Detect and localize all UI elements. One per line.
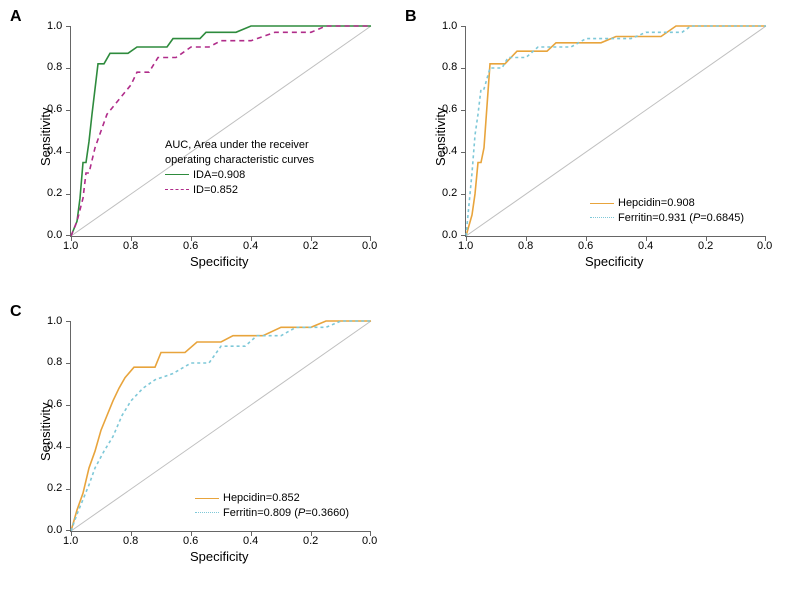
pvalue-rest: =0.3660) [305,507,349,519]
legend-row: Hepcidin=0.852 [195,491,349,506]
xtick: 0.8 [123,535,138,547]
annotation-a: AUC, Area under the receiver operating c… [165,138,375,197]
ytick: 0.0 [47,524,62,536]
pvalue-rest: =0.6845) [700,212,744,224]
xtick: 0.2 [303,240,318,252]
panel-letter-b: B [405,8,417,26]
ylabel-a: Sensitivity [38,107,53,166]
diagonal-line [71,26,371,236]
legend-swatch-hep [195,498,219,499]
legend-row: ID=0.852 [165,183,375,198]
panel-c: C 0.0 0.2 0.4 0.6 0.8 1.0 1.0 0.8 0.6 0.… [10,303,390,573]
xtick: 0.8 [518,240,533,252]
legend-row: Hepcidin=0.908 [590,196,744,211]
xtick: 0.6 [183,240,198,252]
ytick: 0.8 [47,356,62,368]
legend-row: IDA=0.908 [165,168,375,183]
xtick: 0.2 [303,535,318,547]
panel-a: A 0.0 0.2 0.4 0.6 0.8 1.0 1.0 0.8 0.6 0.… [10,8,390,278]
xlabel-a: Specificity [190,254,249,269]
xtick: 0.4 [638,240,653,252]
legend-label-id: ID=0.852 [193,184,238,196]
legend-swatch-id [165,189,189,190]
ytick: 0.8 [442,61,457,73]
annot-line1: AUC, Area under the receiver [165,138,375,153]
ytick: 1.0 [47,20,62,32]
annot-line2: operating characteristic curves [165,153,375,168]
ytick: 0.0 [442,229,457,241]
figure: A 0.0 0.2 0.4 0.6 0.8 1.0 1.0 0.8 0.6 0.… [0,0,794,592]
ytick: 0.2 [47,482,62,494]
legend-c: Hepcidin=0.852 Ferritin=0.809 (P=0.3660) [195,491,349,521]
plot-area-a: 0.0 0.2 0.4 0.6 0.8 1.0 1.0 0.8 0.6 0.4 … [70,26,371,237]
legend-label-hep: Hepcidin=0.852 [223,492,300,504]
panel-letter-c: C [10,303,22,321]
panel-letter-a: A [10,8,22,26]
legend-b: Hepcidin=0.908 Ferritin=0.931 (P=0.6845) [590,196,744,226]
legend-label-ida: IDA=0.908 [193,169,245,181]
xtick: 0.6 [578,240,593,252]
xtick: 0.0 [362,535,377,547]
plot-svg-a [71,26,371,236]
panel-b: B 0.0 0.2 0.4 0.6 0.8 1.0 1.0 0.8 0.6 0.… [405,8,785,278]
xtick: 0.4 [243,240,258,252]
xtick: 0.2 [698,240,713,252]
ylabel-b: Sensitivity [433,107,448,166]
ytick: 0.0 [47,229,62,241]
legend-swatch-fer [590,217,614,218]
legend-row: Ferritin=0.931 (P=0.6845) [590,211,744,226]
ytick: 0.8 [47,61,62,73]
xtick: 0.0 [757,240,772,252]
xtick: 0.4 [243,535,258,547]
xtick: 1.0 [458,240,473,252]
xtick: 0.6 [183,535,198,547]
ytick: 1.0 [47,315,62,327]
legend-label-fer: Ferritin=0.931 ( [618,212,693,224]
legend-label-hep: Hepcidin=0.908 [618,197,695,209]
legend-label-fer: Ferritin=0.809 ( [223,507,298,519]
xlabel-c: Specificity [190,549,249,564]
xtick: 1.0 [63,240,78,252]
xtick: 0.0 [362,240,377,252]
legend-swatch-hep [590,203,614,204]
ytick: 1.0 [442,20,457,32]
xlabel-b: Specificity [585,254,644,269]
ytick: 0.2 [442,187,457,199]
legend-swatch-ida [165,174,189,175]
legend-swatch-fer [195,512,219,513]
ytick: 0.2 [47,187,62,199]
ylabel-c: Sensitivity [38,402,53,461]
xtick: 1.0 [63,535,78,547]
xtick: 0.8 [123,240,138,252]
legend-row: Ferritin=0.809 (P=0.3660) [195,506,349,521]
